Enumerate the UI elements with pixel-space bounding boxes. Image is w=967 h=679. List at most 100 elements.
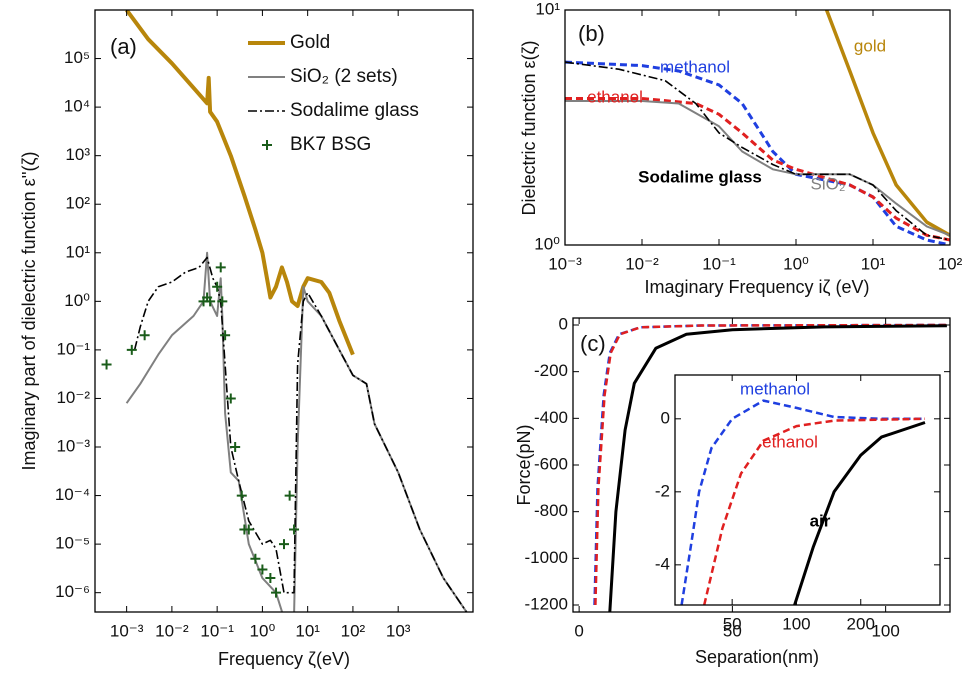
plot-area xyxy=(593,323,947,612)
x-axis-label: Imaginary Frequency iζ (eV) xyxy=(644,277,869,297)
series-label: gold xyxy=(854,36,886,55)
legend-label: Sodalime glass xyxy=(290,100,419,121)
x-tick-label: 10¹ xyxy=(861,254,886,273)
data-line xyxy=(824,10,950,237)
x-tick-label: 10³ xyxy=(386,621,411,640)
y-tick-label: 10⁰ xyxy=(64,291,90,310)
x-tick-label: 10⁻² xyxy=(155,621,189,640)
data-point xyxy=(284,490,295,501)
x-tick-label: 50 xyxy=(723,614,742,633)
data-line xyxy=(565,97,950,242)
data-point xyxy=(289,524,300,535)
legend-swatch xyxy=(262,140,272,150)
x-tick-label: 100 xyxy=(782,614,810,633)
y-tick-label: 10¹ xyxy=(65,242,90,261)
axes-frame xyxy=(572,317,951,613)
y-tick-label: -400 xyxy=(534,408,568,427)
y-tick-label: 10⁻⁴ xyxy=(55,485,90,504)
data-point xyxy=(230,442,241,453)
panel-label: (b) xyxy=(578,21,605,46)
data-line xyxy=(702,417,926,605)
data-line xyxy=(124,10,355,356)
data-point xyxy=(236,490,247,501)
data-point xyxy=(250,553,261,564)
x-tick-label: 10² xyxy=(938,254,963,273)
series-label: ethanol xyxy=(762,432,818,451)
plot-area xyxy=(101,10,468,612)
series-label: methanol xyxy=(660,57,730,76)
data-point xyxy=(101,359,112,370)
y-tick-label: 10³ xyxy=(65,145,90,164)
series-label: air xyxy=(810,511,831,530)
x-tick-label: 10⁻¹ xyxy=(200,621,234,640)
plot-area xyxy=(565,10,950,245)
y-tick-label: 0 xyxy=(559,314,568,333)
y-tick-label: 10¹ xyxy=(535,0,560,18)
data-point xyxy=(212,281,223,292)
x-tick-label: 10⁻³ xyxy=(548,254,582,273)
x-tick-label: 10⁻² xyxy=(625,254,659,273)
y-axis-label: Dielectric function ε(ζ) xyxy=(519,40,539,215)
y-axis-label: Imaginary part of dielectric function ε'… xyxy=(19,152,39,471)
data-point xyxy=(205,296,216,307)
series-label: methanol xyxy=(740,379,810,398)
y-tick-label: -600 xyxy=(534,454,568,473)
y-tick-label: 10⁰ xyxy=(534,234,560,253)
y-tick-label: 10⁻¹ xyxy=(56,339,90,358)
x-tick-label: 10⁻³ xyxy=(110,621,144,640)
x-axis-label: Separation(nm) xyxy=(695,647,819,667)
y-tick-label: 0 xyxy=(661,408,670,427)
y-tick-label: 10² xyxy=(65,194,90,213)
x-axis-label: Frequency ζ(eV) xyxy=(218,649,350,669)
data-line xyxy=(608,324,947,612)
series-label: ethanol xyxy=(587,87,643,106)
y-axis-label: Force(pN) xyxy=(514,424,534,505)
data-point xyxy=(279,539,289,550)
data-line xyxy=(565,60,950,245)
data-point xyxy=(139,330,150,341)
y-tick-label: -4 xyxy=(655,554,670,573)
x-tick-label: 100 xyxy=(871,621,899,640)
legend-label: Gold xyxy=(290,32,330,53)
panel-label: (c) xyxy=(580,331,606,356)
series-label: SiO₂ xyxy=(811,174,846,193)
y-tick-label: 10⁴ xyxy=(64,97,90,116)
data-point xyxy=(225,393,236,404)
x-tick-label: 10¹ xyxy=(295,621,320,640)
y-tick-label: 10⁵ xyxy=(64,48,90,67)
y-tick-label: -200 xyxy=(534,361,568,380)
axes-frame xyxy=(94,9,474,613)
data-line xyxy=(565,100,950,237)
y-tick-label: -1000 xyxy=(525,548,568,567)
plot-area xyxy=(680,399,926,605)
data-line xyxy=(680,399,925,605)
panel-label: (a) xyxy=(110,34,137,59)
y-tick-label: 10⁻⁶ xyxy=(55,582,90,601)
data-point xyxy=(217,296,228,307)
y-tick-label: 10⁻² xyxy=(56,388,90,407)
y-tick-label: 10⁻⁵ xyxy=(55,534,90,553)
x-tick-label: 10⁰ xyxy=(250,621,276,640)
data-line xyxy=(594,323,947,606)
data-point xyxy=(265,573,276,584)
x-tick-label: 200 xyxy=(847,614,875,633)
data-point xyxy=(257,564,268,575)
data-point xyxy=(220,330,231,341)
x-tick-label: 10⁰ xyxy=(783,254,809,273)
data-point xyxy=(271,587,282,598)
x-tick-label: 50 xyxy=(723,621,742,640)
data-point xyxy=(243,524,254,535)
data-line xyxy=(133,256,468,612)
data-point xyxy=(126,344,137,355)
axes-frame xyxy=(564,9,951,246)
axes-frame xyxy=(674,374,941,606)
x-tick-label: 10⁻¹ xyxy=(702,254,736,273)
legend-label: BK7 BSG xyxy=(290,134,371,155)
x-tick-label: 0 xyxy=(574,621,583,640)
y-tick-label: -1200 xyxy=(525,594,568,613)
data-line xyxy=(565,61,950,241)
legend-label: SiO₂ (2 sets) xyxy=(290,66,398,87)
y-tick-label: 10⁻³ xyxy=(56,436,90,455)
data-point xyxy=(215,262,226,273)
